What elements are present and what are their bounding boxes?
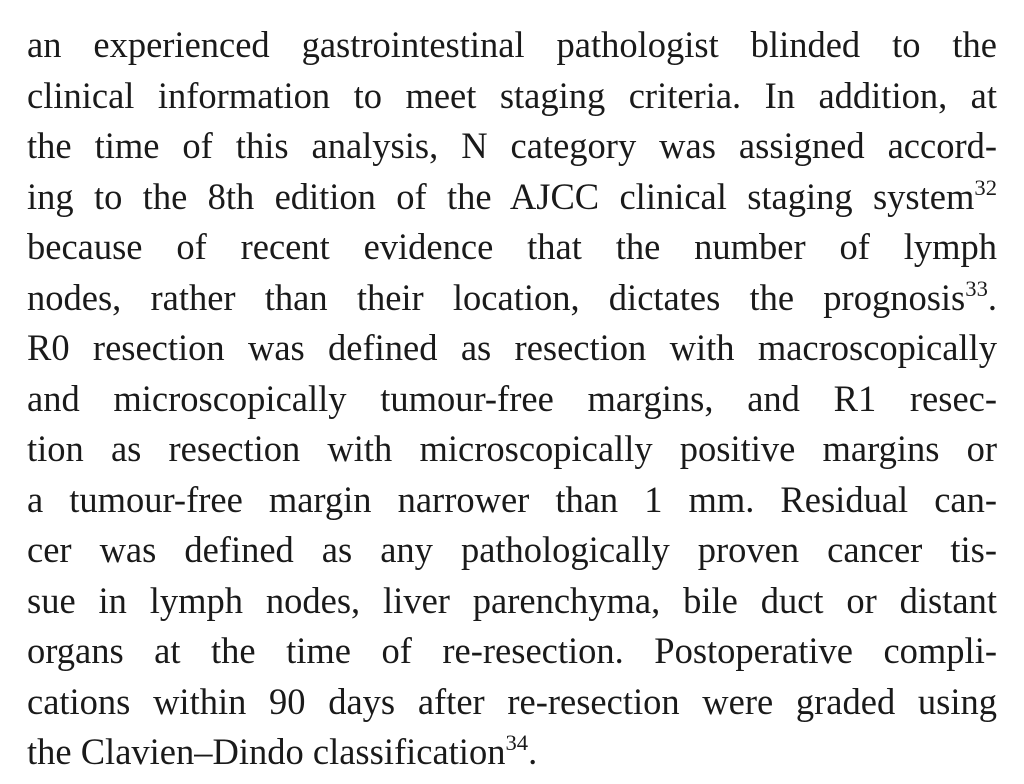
text-line-12: sue in lymph nodes, liver parenchyma, bi… <box>27 579 997 633</box>
body-text-paragraph: an experienced gastrointestinal patholog… <box>27 26 997 784</box>
text-line-7: R0 resection was defined as resection wi… <box>27 329 997 380</box>
line-text: cations within 90 days after re-resectio… <box>27 680 997 722</box>
line-text: organs at the time of re-resection. Post… <box>27 630 997 671</box>
line-text: and microscopically tumour-free margins,… <box>27 377 997 419</box>
line-text: R0 resection was defined as resection wi… <box>27 327 997 368</box>
text-line-3: the time of this analysis, N category wa… <box>27 127 997 178</box>
line-text: nodes, rather than their location, dicta… <box>27 276 966 318</box>
line-text: an experienced gastrointestinal patholog… <box>27 24 997 65</box>
citation-ref: 32 <box>974 174 997 200</box>
text-line-14: cations within 90 days after re-resectio… <box>27 680 997 734</box>
line-text: clinical information to meet staging cri… <box>27 74 997 116</box>
line-text: because of recent evidence that the numb… <box>27 226 997 267</box>
line-text: the Clavien–Dindo classification <box>27 731 506 772</box>
text-line-1: an experienced gastrointestinal patholog… <box>27 26 997 77</box>
text-line-2: clinical information to meet staging cri… <box>27 74 997 128</box>
text-line-6: nodes, rather than their location, dicta… <box>27 276 997 330</box>
line-text: sue in lymph nodes, liver parenchyma, bi… <box>27 579 997 621</box>
text-line-4: ing to the 8th edition of the AJCC clini… <box>27 175 997 229</box>
line-text: ing to the 8th edition of the AJCC clini… <box>27 175 975 217</box>
text-line-15: the Clavien–Dindo classification34. <box>27 729 997 784</box>
text-line-8: and microscopically tumour-free margins,… <box>27 377 997 431</box>
citation-ref: 34 <box>505 729 529 755</box>
text-line-10: a tumour-free margin narrower than 1 mm.… <box>27 478 997 532</box>
text-line-11: cer was defined as any pathologically pr… <box>27 531 997 582</box>
line-text: tion as resection with microscopically p… <box>27 428 997 469</box>
line-text: the time of this analysis, N category wa… <box>27 125 997 166</box>
text-line-9: tion as resection with microscopically p… <box>27 430 997 481</box>
text-line-13: organs at the time of re-resection. Post… <box>27 632 997 683</box>
line-tail: . <box>987 276 997 318</box>
line-tail: . <box>528 731 538 772</box>
citation-ref: 33 <box>965 275 988 301</box>
line-text: cer was defined as any pathologically pr… <box>27 529 997 570</box>
line-text: a tumour-free margin narrower than 1 mm.… <box>27 478 997 520</box>
text-line-5: because of recent evidence that the numb… <box>27 228 997 279</box>
